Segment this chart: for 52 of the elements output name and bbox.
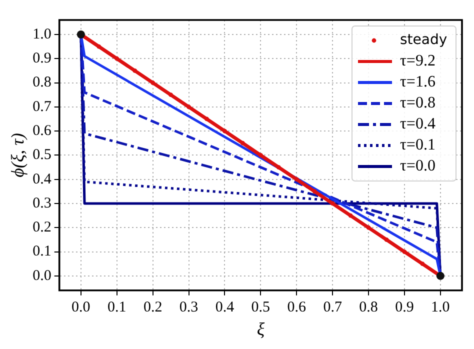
x-tick-label: 0.8 <box>359 299 378 316</box>
point <box>150 80 156 85</box>
point <box>240 140 245 146</box>
x-tick-label: 1.0 <box>431 299 450 316</box>
y-tick-label: 1.0 <box>32 26 52 42</box>
y-tick-label: 0.4 <box>32 171 52 188</box>
x-axis-title: ξ <box>256 318 265 339</box>
point <box>114 56 120 61</box>
legend-label: τ=9.2 <box>400 52 436 70</box>
x-tick-label: 0.9 <box>395 299 414 316</box>
x-tick-label: 0.1 <box>107 299 126 316</box>
legend-label: τ=0.4 <box>400 116 436 133</box>
y-tick-label: 0.7 <box>32 98 52 115</box>
x-tick-label: 0.2 <box>143 299 162 316</box>
point <box>204 116 209 122</box>
y-tick-label: 0.6 <box>32 122 52 139</box>
x-tick-label: 0.0 <box>72 299 90 316</box>
y-tick-label: 0.1 <box>32 244 52 260</box>
x-tick-label: 0.6 <box>287 299 306 316</box>
legend-label: τ=0.1 <box>400 136 436 154</box>
x-tick-label: 0.3 <box>179 299 198 316</box>
legend-label: τ=1.6 <box>400 74 436 91</box>
point <box>436 272 444 280</box>
y-tick-label: 0.3 <box>32 195 52 212</box>
point <box>312 189 317 194</box>
point <box>384 238 389 242</box>
point <box>96 44 102 49</box>
point <box>222 128 227 134</box>
y-tick-label: 0.0 <box>32 268 52 284</box>
x-tick-label: 0.4 <box>215 299 235 316</box>
legend-label: τ=0.8 <box>400 94 436 112</box>
point <box>276 165 281 170</box>
point <box>366 225 371 230</box>
point <box>420 262 425 266</box>
point <box>132 68 138 73</box>
y-tick-label: 0.9 <box>32 50 52 67</box>
y-tick-label: 0.2 <box>32 220 52 236</box>
y-tick-label: 0.8 <box>32 74 52 91</box>
point <box>348 213 353 218</box>
x-tick-label: 0.7 <box>323 299 342 316</box>
point <box>294 177 299 182</box>
point <box>168 92 173 98</box>
point <box>330 201 335 206</box>
legend-label: τ=0.0 <box>400 158 436 175</box>
legend-label: steady <box>400 32 448 48</box>
point <box>186 104 191 110</box>
y-axis-title: ϕ(ξ, τ) <box>8 132 28 178</box>
point <box>258 153 263 158</box>
x-tick-label: 0.5 <box>251 299 270 316</box>
point <box>402 250 407 254</box>
y-tick-label: 0.5 <box>32 147 52 164</box>
point <box>76 30 85 38</box>
